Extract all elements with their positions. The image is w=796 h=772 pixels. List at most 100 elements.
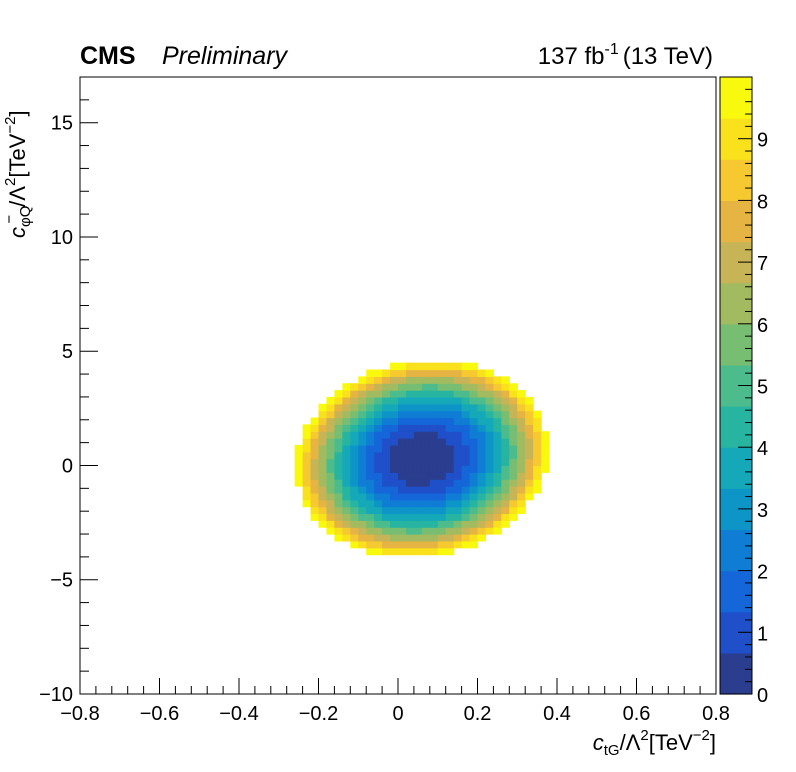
heatmap-cell	[326, 492, 335, 501]
heatmap-cell	[382, 534, 391, 542]
heatmap-cell	[517, 431, 526, 439]
heatmap-cell	[421, 486, 431, 494]
heatmap-cell	[374, 486, 383, 494]
heatmap-cell	[398, 506, 407, 515]
heatmap-cell	[374, 458, 383, 467]
heatmap-cell	[437, 396, 447, 405]
heatmap-cell	[413, 424, 423, 432]
heatmap-cell	[437, 458, 447, 467]
heatmap-cell	[461, 431, 471, 439]
color-scale-segment	[720, 282, 752, 325]
heatmap-cell	[366, 492, 375, 501]
heatmap-cell	[413, 431, 423, 439]
heatmap-cell	[453, 465, 463, 473]
heatmap-cell	[477, 499, 487, 508]
heatmap-cell	[501, 438, 510, 446]
heatmap-cell	[493, 417, 502, 425]
heatmap-cell	[541, 458, 550, 467]
heatmap-cell	[525, 417, 534, 425]
heatmap-cell	[485, 390, 494, 398]
heatmap-cell	[461, 513, 471, 521]
heatmap-cell	[374, 479, 383, 487]
heatmap-cell	[469, 417, 479, 425]
heatmap-cell	[421, 403, 431, 412]
heatmap-cell	[437, 534, 447, 542]
heatmap-cell	[437, 499, 447, 508]
heatmap-cell	[390, 472, 399, 480]
heatmap-cell	[382, 465, 391, 473]
heatmap-cell	[493, 383, 502, 391]
heatmap-cell	[445, 534, 455, 542]
heatmap-cell	[342, 417, 351, 425]
heatmap-cell	[477, 451, 487, 460]
heatmap-cell	[445, 390, 455, 398]
heatmap-cell	[461, 465, 471, 473]
heatmap-cell	[342, 534, 351, 542]
heatmap-cell	[445, 520, 455, 528]
heatmap-cell	[509, 472, 518, 480]
heatmap-cell	[501, 424, 510, 432]
heatmap-cell	[421, 534, 431, 542]
experiment-label: CMS	[80, 42, 136, 70]
heatmap-cell	[358, 376, 367, 384]
heatmap-cell	[469, 499, 479, 508]
heatmap-cell	[390, 520, 399, 528]
heatmap-cell	[469, 376, 479, 384]
heatmap-cell	[326, 458, 335, 467]
heatmap-cell	[342, 520, 351, 528]
heatmap-cell	[302, 444, 312, 453]
y-tick-label: 10	[51, 227, 73, 249]
heatmap-cell	[501, 465, 510, 473]
heatmap-cell	[382, 472, 391, 480]
heatmap-cell	[413, 486, 423, 494]
heatmap-cell	[437, 390, 447, 398]
heatmap-cell	[429, 513, 439, 521]
heatmap-cell	[310, 513, 320, 521]
heatmap-cell	[485, 369, 494, 377]
heatmap-cell	[461, 451, 471, 460]
heatmap-cell	[334, 479, 343, 487]
heatmap-cell	[405, 431, 415, 439]
heatmap-cell	[390, 534, 399, 542]
heatmap-cell	[493, 438, 502, 446]
heatmap-cell	[358, 492, 367, 501]
heatmap-cell	[334, 451, 343, 460]
heatmap-cell	[477, 390, 487, 398]
heatmap-cell	[421, 396, 431, 405]
heatmap-cell	[485, 513, 494, 521]
heatmap-cell	[477, 486, 487, 494]
heatmap-cell	[358, 444, 367, 453]
heatmap-cell	[501, 403, 510, 412]
heatmap-cell	[366, 383, 375, 391]
heatmap-cell	[469, 396, 479, 405]
color-scale-segment	[720, 570, 752, 613]
heatmap-cell	[517, 417, 526, 425]
heatmap-cell	[421, 362, 431, 371]
heatmap-cell	[350, 424, 359, 432]
y-tick-label: 15	[51, 113, 73, 135]
y-tick-label: 0	[62, 455, 73, 477]
y-tick-label: −5	[50, 570, 73, 592]
heatmap-cell	[509, 458, 518, 467]
heatmap-cell	[445, 376, 455, 384]
heatmap-cell	[390, 424, 399, 432]
heatmap-cell	[445, 403, 455, 412]
heatmap-cell	[405, 506, 415, 515]
heatmap-cell	[398, 513, 407, 521]
heatmap-cell	[366, 486, 375, 494]
heatmap-cell	[533, 451, 542, 460]
heatmap-cell	[525, 438, 534, 446]
heatmap-cell	[461, 417, 471, 425]
heatmap-cell	[318, 506, 328, 515]
heatmap-cell	[437, 506, 447, 515]
heatmap-cell	[461, 506, 471, 515]
heatmap-cell	[477, 369, 487, 377]
heatmap-cell	[342, 499, 351, 508]
heatmap-cell	[366, 534, 375, 542]
heatmap-cell	[429, 424, 439, 432]
heatmap-cell	[453, 479, 463, 487]
heatmap-cell	[421, 410, 431, 419]
heatmap-cell	[445, 472, 455, 480]
heatmap-cell	[366, 369, 375, 377]
heatmap-cell	[461, 486, 471, 494]
